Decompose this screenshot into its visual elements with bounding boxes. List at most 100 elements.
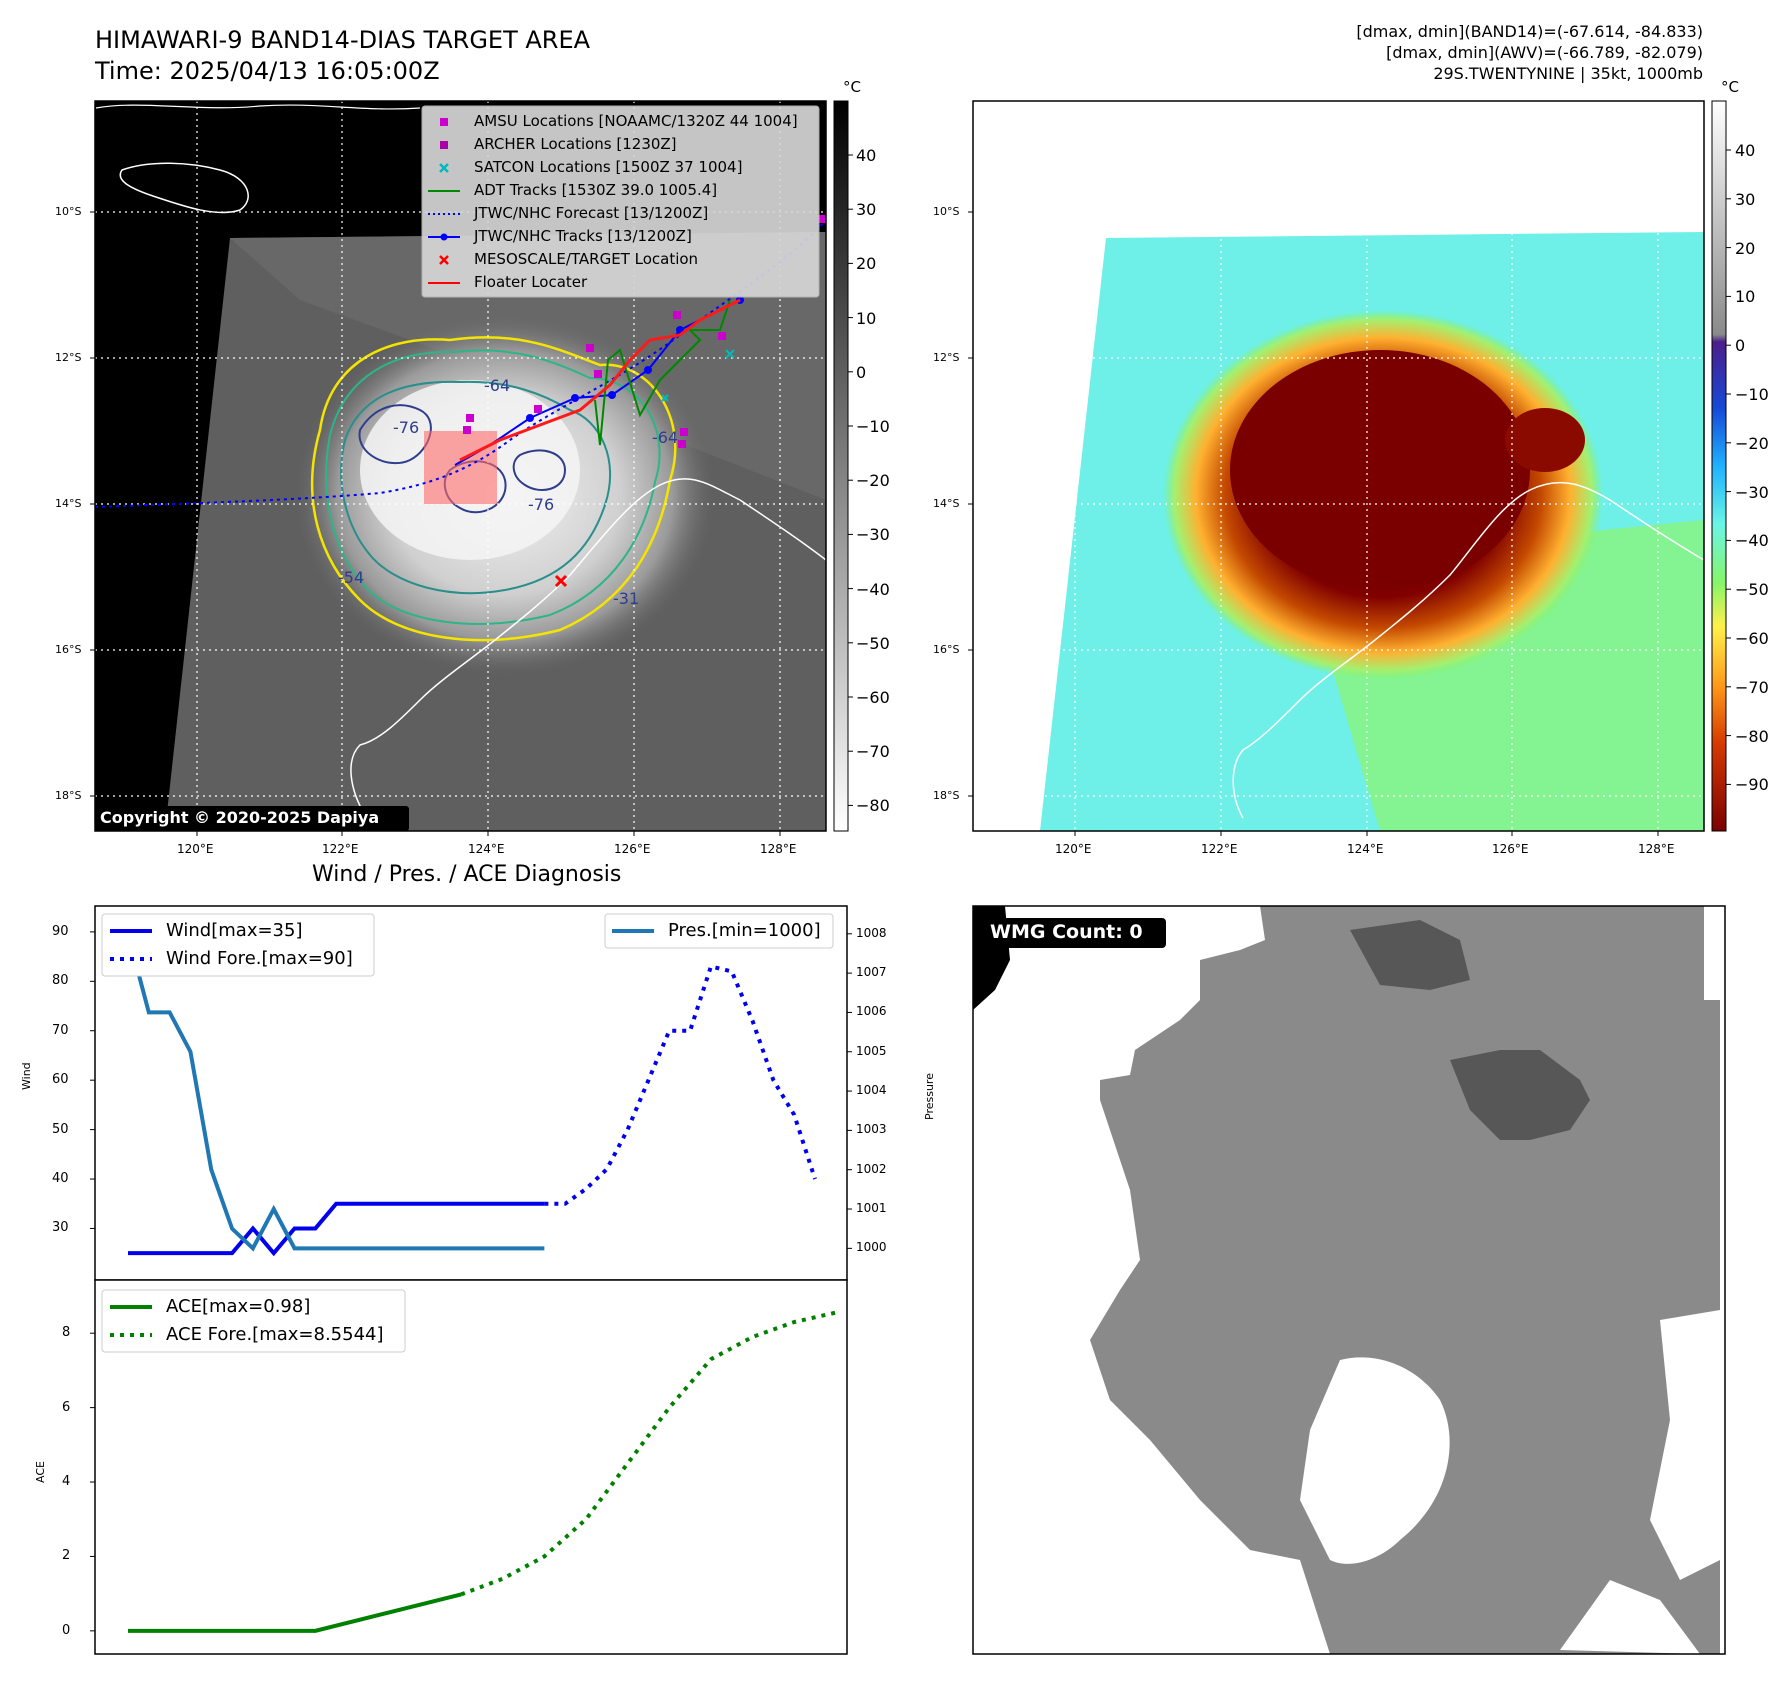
color-map-frame [972,100,1705,832]
storm-info: 29S.TWENTYNINE | 35kt, 1000mb [1433,64,1703,83]
legend-item-label: JTWC/NHC Forecast [13/1200Z] [474,204,709,222]
pressure-tick-label: 1004 [856,1083,887,1098]
color-colorbar [1711,100,1727,832]
color-colorbar-label: −70 [1735,677,1769,697]
copyright-text: Copyright © 2020-2025 Dapiya [100,808,380,827]
contour-value-label: -54 [338,568,365,587]
color-coastline [1232,481,1704,819]
gray-colorbar-label: −10 [856,417,890,436]
lat-label-right: 18°S [933,789,960,802]
floater-track [459,298,741,462]
wind-tick-label: 90 [52,923,69,939]
figure-time: Time: 2025/04/13 16:05:00Z [95,57,440,85]
wind-tick-label: 80 [52,973,69,989]
wmg-count-label: WMG Count: 0 [990,921,1143,943]
wmg-panel [972,905,1726,1655]
wmg-white-hole [1300,1357,1450,1564]
color-colorbar-label: 30 [1735,189,1756,209]
pressure-tick-label: 1006 [856,1004,887,1019]
contour-value-label: -64 [484,376,511,395]
lat-label-right: 12°S [933,351,960,364]
lat-label-right: 16°S [933,643,960,656]
ir-map-frame [94,100,827,832]
gray-colorbar-label: 40 [856,146,877,165]
ace-chart [90,1279,848,1655]
legend-item-label: Floater Locater [474,273,588,291]
gray-colorbar-label: 30 [856,200,877,220]
legend-item-label: MESOSCALE/TARGET Location [474,250,699,268]
diagnosis-title: Wind / Pres. / ACE Diagnosis [312,862,622,887]
contour-teal [325,349,661,625]
legend-marker-2 [439,163,449,173]
color-colorbar-label: 40 [1735,141,1756,160]
ace-axis-label: ACE [34,1461,47,1483]
wind-fore-legend-label: Wind Fore.[max=90] [166,948,353,969]
gray-colorbar-label: −30 [856,525,890,545]
ace-tick-label: 2 [62,1548,71,1564]
pressure-tick-label: 1003 [856,1122,887,1137]
wind-tick-label: 70 [52,1022,69,1038]
gray-colorbar-label: 20 [856,254,877,274]
ace-tick-label: 6 [62,1399,71,1415]
lat-label-left: 10°S [55,205,82,218]
color-colorbar-label: −20 [1735,433,1769,453]
wind-legend-box [101,913,375,977]
wmg-frame [972,905,1726,1655]
color-colorbar-unit: °C [1721,78,1739,96]
color-colorbar-label: −10 [1735,385,1769,404]
series-line-wind-fore- [544,964,817,1206]
gray-colorbar-unit: °C [843,78,861,96]
pressure-tick-label: 1008 [856,925,887,940]
legend-marker-1 [440,141,448,149]
lat-label-left: 14°S [55,497,82,510]
stats-band14: [dmax, dmin](BAND14)=(-67.614, -84.833) [1356,22,1703,41]
lon-label-left: 122°E [322,842,359,856]
coastline-timor [119,162,249,214]
wind-tick-label: 50 [52,1121,69,1137]
legend-item-label: JTWC/NHC Tracks [13/1200Z] [474,227,692,245]
figure-title: HIMAWARI-9 BAND14-DIAS TARGET AREA [95,26,591,54]
wind-tick-label: 60 [52,1072,69,1088]
legend-item-label: ADT Tracks [1530Z 39.0 1005.4] [474,181,718,199]
contour-yellow [310,336,677,642]
gray-colorbar-label: −50 [856,633,890,653]
wmg-dark-region-b [1350,920,1470,990]
pressure-tick-label: 1007 [856,965,887,980]
lon-label-right: 124°E [1347,842,1384,856]
color-colorbar-label: −60 [1735,629,1769,648]
lon-label-right: 122°E [1201,842,1238,856]
series-line-ace-fore- [460,1310,837,1597]
gray-colorbar-label: 0 [856,362,867,382]
color-colorbar-label: −80 [1735,726,1769,746]
track-legend [421,105,820,298]
color-colorbar-label: −50 [1735,580,1769,600]
legend-marker-5 [428,233,460,241]
contour-value-label: -31 [613,589,640,608]
color-colorbar-label: 0 [1735,336,1746,356]
ace-fore-legend-label: ACE Fore.[max=8.5544] [166,1324,384,1345]
lon-label-right: 126°E [1492,842,1529,856]
legend-item-label: ARCHER Locations [1230Z] [474,135,677,153]
copyright-badge [95,806,409,831]
gray-colorbar-label: −40 [856,579,890,599]
lon-label-right: 120°E [1055,842,1092,856]
wind-legend-label: Wind[max=35] [166,920,303,941]
pressure-axis-label: Pressure [923,1073,936,1120]
lon-label-left: 128°E [760,842,797,856]
ace-legend-box [101,1289,406,1353]
color-colorbar-label: −40 [1735,531,1769,551]
color-map-panel [972,100,1705,832]
legend-item-label: AMSU Locations [NOAAMC/1320Z 44 1004] [474,112,798,130]
legend-marker-6 [439,255,449,265]
lon-label-left: 124°E [468,842,505,856]
pressure-tick-label: 1005 [856,1043,887,1058]
lon-label-right: 128°E [1638,842,1675,856]
lat-label-right: 14°S [933,497,960,510]
ace-tick-label: 0 [62,1622,71,1638]
wmg-badge [983,918,1166,948]
color-colorbar-label: −30 [1735,482,1769,502]
gray-colorbar-label: −20 [856,471,890,491]
gray-colorbar-label: −70 [856,742,890,762]
satcon-markers [661,349,735,402]
